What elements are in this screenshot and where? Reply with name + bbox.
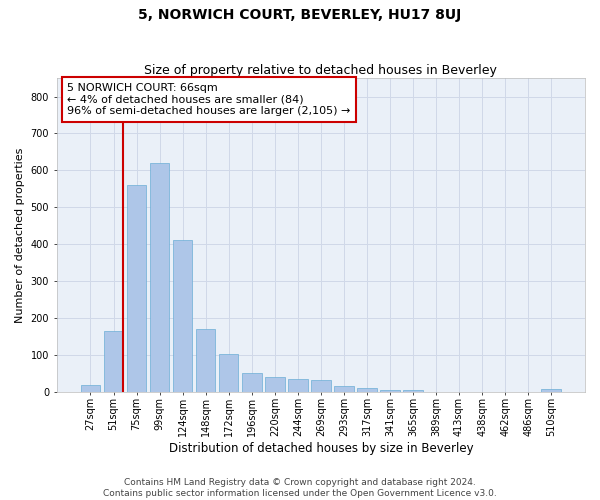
Bar [288,378,308,392]
Title: Size of property relative to detached houses in Beverley: Size of property relative to detached ho… [145,64,497,77]
Bar [242,373,262,392]
Bar [81,385,100,392]
Bar [265,377,284,392]
Bar [380,390,400,392]
Bar [173,240,193,392]
Bar [196,329,215,392]
X-axis label: Distribution of detached houses by size in Beverley: Distribution of detached houses by size … [169,442,473,455]
Bar [541,388,561,392]
Bar [311,380,331,392]
Bar [150,163,169,392]
Bar [219,354,238,392]
Bar [127,185,146,392]
Bar [403,390,423,392]
Text: 5 NORWICH COURT: 66sqm
← 4% of detached houses are smaller (84)
96% of semi-deta: 5 NORWICH COURT: 66sqm ← 4% of detached … [67,83,350,116]
Bar [357,388,377,392]
Bar [334,386,353,392]
Y-axis label: Number of detached properties: Number of detached properties [15,147,25,322]
Bar [104,330,124,392]
Text: Contains HM Land Registry data © Crown copyright and database right 2024.
Contai: Contains HM Land Registry data © Crown c… [103,478,497,498]
Text: 5, NORWICH COURT, BEVERLEY, HU17 8UJ: 5, NORWICH COURT, BEVERLEY, HU17 8UJ [139,8,461,22]
